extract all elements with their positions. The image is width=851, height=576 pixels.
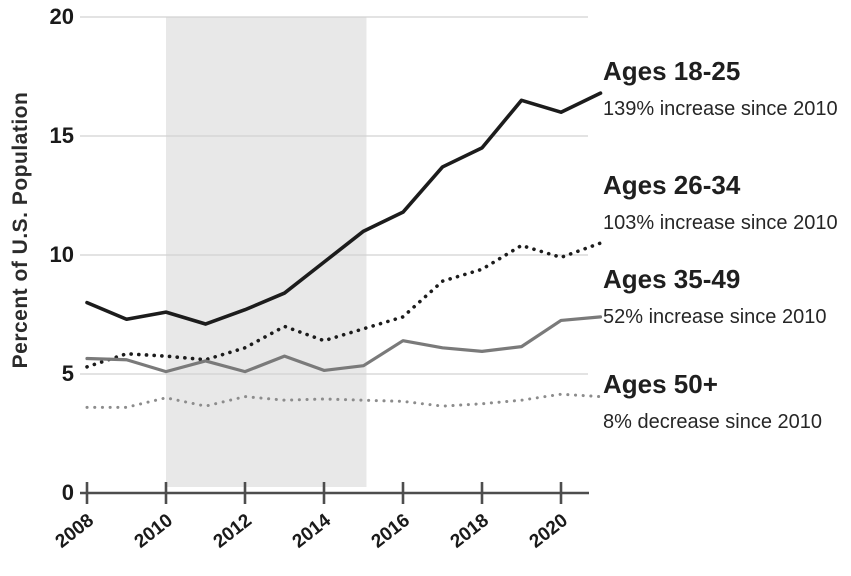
y-tick-label-0: 0 xyxy=(61,480,74,505)
series-line-ages-50- xyxy=(85,392,602,409)
legend-annotation: 103% increase since 2010 xyxy=(603,212,838,234)
legend-label: Ages 26-34 xyxy=(603,170,741,200)
legend-annotation: 8% decrease since 2010 xyxy=(603,411,823,433)
legend-item-ages-35-49: Ages 35-49 52% increase since 2010 xyxy=(603,265,851,328)
legend-label: Ages 35-49 xyxy=(603,264,741,294)
y-tick-label-5: 5 xyxy=(61,361,74,386)
series-line-ages-18-25 xyxy=(85,91,603,326)
y-tick-label-15: 15 xyxy=(49,123,74,148)
legend-label: Ages 50+ xyxy=(603,369,718,399)
legend-annotation: 52% increase since 2010 xyxy=(603,306,827,328)
shaded-region-2010-2015 xyxy=(166,17,367,487)
legend-item-ages-18-25: Ages 18-25 139% increase since 2010 xyxy=(603,57,851,120)
legend-item-ages-26-34: Ages 26-34 103% increase since 2010 xyxy=(603,171,851,234)
y-tick-label-20: 20 xyxy=(49,4,74,29)
y-tick-label-10: 10 xyxy=(49,242,74,267)
legend-item-ages-50-plus: Ages 50+ 8% decrease since 2010 xyxy=(603,370,851,433)
legend-annotation: 139% increase since 2010 xyxy=(603,98,838,120)
series-line-ages-26-34 xyxy=(85,241,603,369)
series-line-ages-35-49 xyxy=(85,315,603,374)
legend-label: Ages 18-25 xyxy=(603,56,741,86)
